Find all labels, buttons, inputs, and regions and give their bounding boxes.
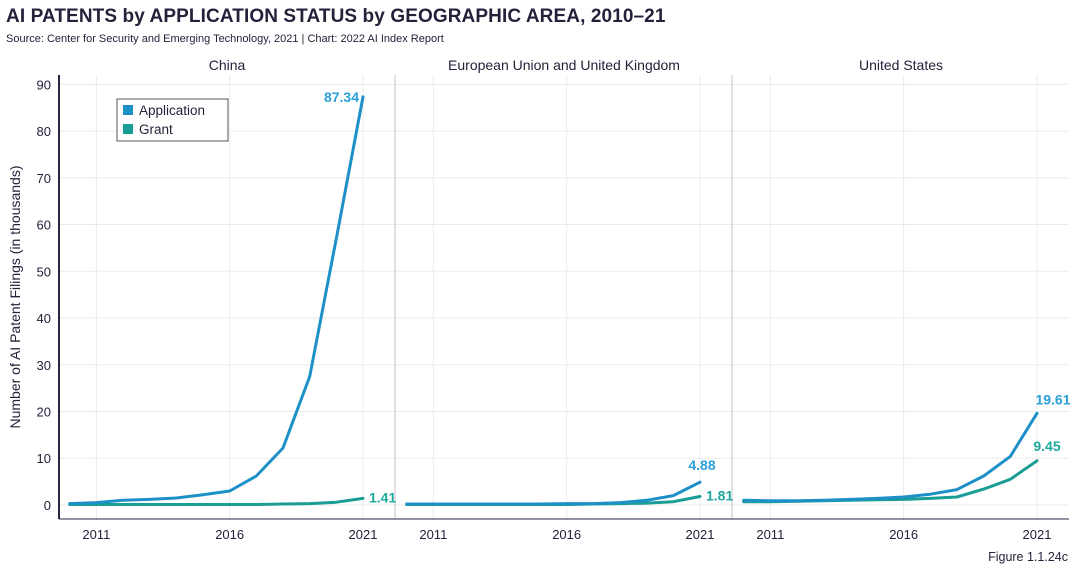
y-axis-title: Number of AI Patent Filings (in thousand… [7,165,23,428]
x-tick-label: 2011 [82,527,110,542]
data-label-application: 4.88 [688,457,715,473]
series-line-application [68,95,365,506]
x-tick-label: 2011 [756,527,784,542]
data-label-grant: 1.41 [369,489,396,505]
series-line-application [742,411,1039,503]
y-tick-label: 30 [37,358,51,373]
panel-title: European Union and United Kingdom [448,57,680,73]
x-tick-label: 2011 [419,527,447,542]
y-tick-label: 70 [37,171,51,186]
x-tick-label: 2021 [349,527,378,542]
legend-swatch-application [123,105,133,115]
data-label-grant: 9.45 [1033,438,1060,454]
y-tick-label: 20 [37,405,51,420]
x-tick-label: 2016 [889,527,918,542]
y-tick-label: 80 [37,124,51,139]
data-label-application: 87.34 [324,89,359,105]
legend-swatch-grant [123,124,133,134]
series-line-application [405,480,702,506]
data-label-application: 19.61 [1035,391,1070,407]
x-tick-label: 2016 [552,527,581,542]
legend-label-application: Application [139,103,205,118]
x-tick-label: 2021 [686,527,715,542]
panel-title: China [209,57,246,73]
x-tick-label: 2021 [1023,527,1052,542]
y-tick-label: 40 [37,311,51,326]
chart-source: Source: Center for Security and Emerging… [6,33,444,45]
figure-label: Figure 1.1.24c [988,550,1068,564]
y-tick-label: 50 [37,264,51,279]
x-tick-label: 2016 [215,527,244,542]
y-tick-label: 90 [37,77,51,92]
series-line-grant [68,496,365,506]
y-tick-label: 10 [37,451,51,466]
y-tick-label: 60 [37,218,51,233]
series-line-grant [742,459,1039,504]
y-tick-label: 0 [44,498,51,513]
chart-title: AI PATENTS by APPLICATION STATUS by GEOG… [6,6,666,27]
legend-box [116,98,229,142]
data-label-grant: 1.81 [706,488,733,504]
legend-label-grant: Grant [139,122,173,137]
panel-title: United States [859,57,943,73]
